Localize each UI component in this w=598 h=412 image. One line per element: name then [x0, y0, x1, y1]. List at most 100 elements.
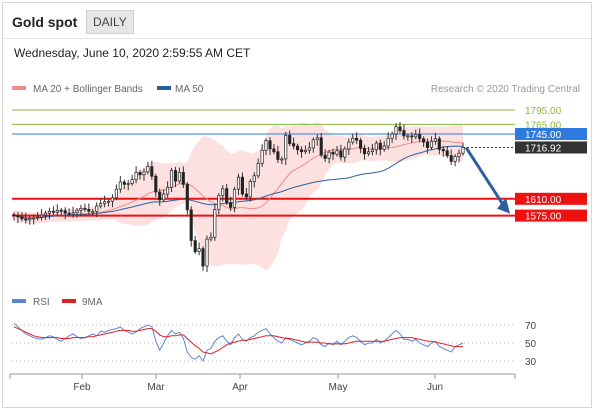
candle-body: [240, 176, 244, 195]
candle-body: [162, 193, 166, 201]
x-tick-label-Feb: Feb: [73, 382, 91, 393]
candle-body: [87, 209, 91, 212]
candle-body: [445, 150, 449, 156]
forecast-arrow-line: [464, 146, 505, 206]
chart-title: Gold spot: [12, 14, 78, 30]
rsi-legend-label: RSI: [33, 297, 50, 308]
candle-body: [110, 197, 114, 202]
candle-body: [449, 155, 453, 162]
candle-body: [311, 139, 315, 149]
candle-body: [276, 151, 280, 160]
candle-body: [244, 193, 248, 198]
ma50-legend-swatch: [157, 86, 171, 90]
candle-body: [150, 166, 154, 177]
candle-body: [292, 143, 296, 147]
candle-body: [410, 135, 414, 138]
period-badge[interactable]: DAILY: [86, 10, 134, 34]
candle-body: [441, 149, 445, 152]
candle-body: [339, 150, 343, 158]
candle-body: [209, 236, 213, 240]
candle-body: [95, 205, 99, 212]
level-label-1745.00: 1745.00: [525, 130, 562, 141]
candle-body: [197, 248, 201, 252]
candle-body: [347, 141, 351, 150]
candle-body: [366, 151, 371, 155]
candle-body: [461, 147, 465, 154]
candle-body: [378, 142, 382, 150]
x-tick-label-May: May: [329, 382, 348, 393]
candle-body: [359, 139, 363, 149]
rsi-ma-line: [13, 326, 463, 355]
rsi-tick-label-70: 70: [525, 321, 537, 332]
candle-body: [20, 216, 24, 220]
rsi-ma-legend-swatch: [62, 299, 76, 303]
bollinger-bands: [14, 121, 463, 271]
candle-body: [12, 214, 16, 216]
candle-body: [158, 191, 162, 201]
level-label-1765.00: 1765.00: [525, 120, 562, 131]
candle-body: [406, 135, 410, 138]
candle-body: [47, 210, 51, 214]
candle-body: [213, 209, 217, 238]
candle-body: [303, 149, 307, 153]
candle-body: [185, 184, 189, 211]
candle-body: [36, 216, 40, 219]
candle-body: [59, 209, 63, 212]
candle-body: [382, 145, 386, 150]
candle-body: [189, 209, 193, 241]
candle-body: [268, 140, 272, 150]
timestamp: Wednesday, June 10, 2020 2:59:55 AM CET: [14, 46, 251, 60]
candle-body: [402, 130, 406, 137]
candle-body: [307, 147, 311, 151]
level-tag-1575.00: [515, 209, 587, 222]
level-label-1795.00: 1795.00: [525, 106, 562, 117]
candle-body: [67, 212, 71, 215]
level-label-1575.00: 1575.00: [525, 212, 562, 223]
header: Gold spot DAILY: [3, 3, 591, 39]
candle-body: [280, 158, 284, 161]
level-label-1716.92: 1716.92: [525, 143, 562, 154]
candle-body: [343, 148, 347, 158]
candle-body: [232, 188, 237, 208]
candle-body: [103, 201, 107, 204]
candle-body: [173, 170, 178, 182]
candle-body: [425, 141, 430, 148]
candle-body: [39, 214, 44, 218]
candle-body: [398, 126, 402, 131]
x-tick-label-Jun: Jun: [427, 382, 443, 393]
candle-body: [134, 172, 138, 180]
candle-body: [457, 152, 461, 157]
candle-body: [63, 210, 67, 214]
candle-body: [79, 208, 83, 211]
candle-body: [91, 210, 95, 213]
candle-body: [43, 212, 48, 216]
candle-body: [319, 137, 323, 156]
candle-body: [370, 149, 374, 153]
candle-body: [24, 218, 28, 221]
candle-body: [229, 202, 233, 208]
candle-body: [154, 175, 158, 193]
candle-body: [217, 195, 221, 210]
candle-body: [99, 203, 103, 207]
candle-body: [299, 149, 304, 153]
x-tick-label-Mar: Mar: [147, 382, 165, 393]
candle-body: [83, 208, 87, 210]
candle-body: [394, 126, 398, 135]
candle-body: [323, 154, 327, 159]
candle-body: [126, 183, 130, 185]
candle-body: [130, 179, 134, 184]
level-label-1610.00: 1610.00: [525, 195, 562, 206]
candle-body: [374, 142, 378, 151]
candle-body: [272, 148, 276, 153]
candle-body: [429, 140, 434, 148]
candle-body: [248, 181, 252, 198]
candle-body: [201, 248, 205, 267]
candle-body: [55, 209, 59, 213]
candle-body: [71, 212, 75, 215]
candle-body: [437, 138, 441, 150]
candle-body: [146, 166, 150, 173]
forecast-arrow-head: [497, 197, 510, 214]
candle-body: [166, 186, 170, 195]
candle-body: [331, 151, 335, 155]
